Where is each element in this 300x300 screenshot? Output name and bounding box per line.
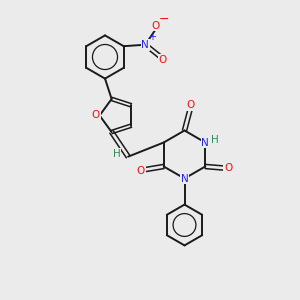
Text: −: − [159, 13, 169, 26]
Text: N: N [181, 173, 188, 184]
Text: O: O [152, 20, 160, 31]
Text: O: O [186, 100, 195, 110]
Text: N: N [141, 40, 149, 50]
Text: H: H [211, 135, 219, 145]
Text: O: O [224, 163, 232, 173]
Text: N: N [201, 137, 209, 148]
Text: O: O [136, 166, 145, 176]
Text: O: O [92, 110, 100, 121]
Text: H: H [113, 149, 121, 159]
Text: +: + [148, 32, 156, 42]
Text: O: O [159, 55, 167, 65]
